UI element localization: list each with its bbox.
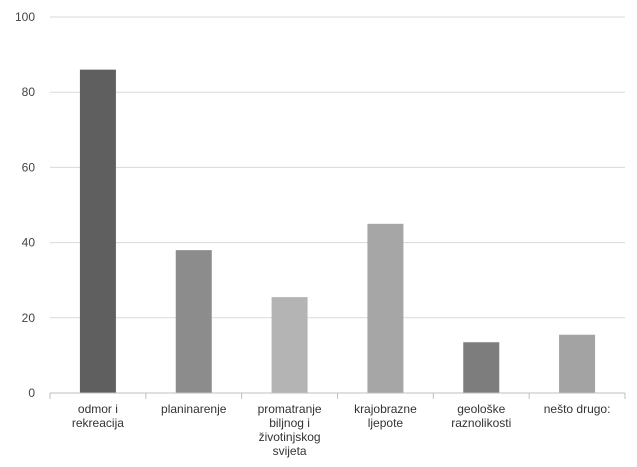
x-category-label-line: biljnog i xyxy=(269,416,310,430)
x-axis xyxy=(49,392,626,399)
x-category-label-line: odmor i xyxy=(78,402,118,416)
x-category-label-line: geološke xyxy=(457,402,505,416)
y-tick-label: 40 xyxy=(22,236,36,250)
gridlines xyxy=(50,16,625,319)
x-category-label-line: životinjskog xyxy=(259,430,321,444)
y-tick-label: 20 xyxy=(22,311,36,325)
bar xyxy=(463,342,500,393)
x-category-label-line: nešto drugo: xyxy=(544,402,611,416)
x-category-label: nešto drugo: xyxy=(544,402,611,416)
y-axis-tick-labels: 0 20 40 60 80 100 xyxy=(15,10,35,400)
bar xyxy=(79,69,116,393)
y-tick-label: 100 xyxy=(15,10,35,24)
bar xyxy=(559,334,596,393)
y-tick-label: 0 xyxy=(28,386,35,400)
x-category-label-line: planinarenje xyxy=(161,402,227,416)
x-category-label-line: promatranje xyxy=(258,402,322,416)
x-category-label: odmor i rekreacija xyxy=(72,402,124,430)
x-category-label: krajobrazne ljepote xyxy=(354,402,417,430)
x-axis-category-labels: odmor i rekreacija planinarenje promatranje… xyxy=(72,402,611,458)
x-category-label-line: krajobrazne xyxy=(354,402,417,416)
bar xyxy=(271,297,308,393)
bar xyxy=(367,223,404,393)
bars xyxy=(79,69,596,393)
x-category-label: geološke raznolikosti xyxy=(451,402,511,430)
x-category-label-line: ljepote xyxy=(368,416,404,430)
y-tick-label: 80 xyxy=(22,85,36,99)
x-category-label: promatranje biljnog i životinjskog svijeta xyxy=(258,402,322,458)
bar xyxy=(175,250,212,393)
x-category-label: planinarenje xyxy=(161,402,227,416)
x-category-label-line: svijeta xyxy=(273,444,307,458)
x-category-label-line: raznolikosti xyxy=(451,416,511,430)
y-tick-label: 60 xyxy=(22,160,36,174)
x-category-label-line: rekreacija xyxy=(72,416,124,430)
